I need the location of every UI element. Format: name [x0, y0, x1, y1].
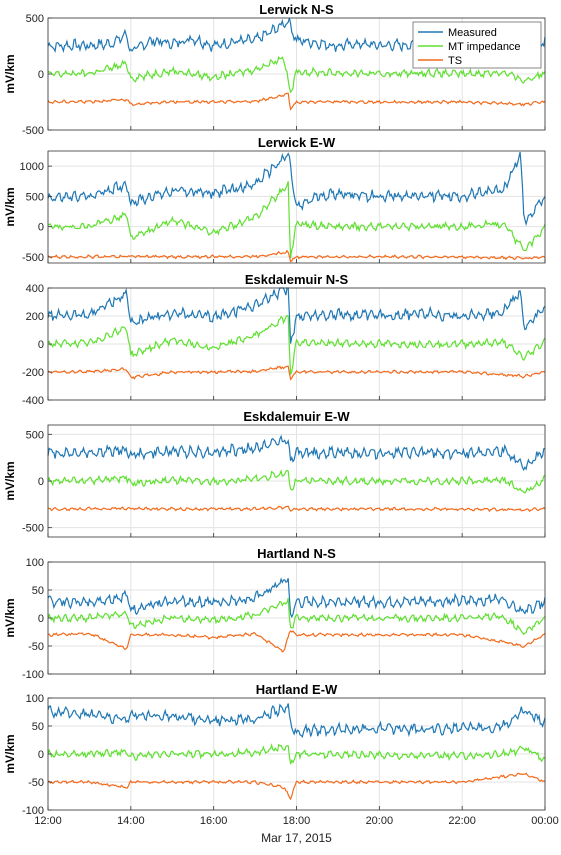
x-axis-label: Mar 17, 2015	[261, 831, 332, 845]
legend: Measured MT impedance TS	[412, 21, 542, 69]
series-line-ts	[47, 365, 546, 381]
y-tick-label: 50	[32, 721, 44, 733]
series-line-ts	[47, 772, 546, 801]
series-line-measured	[47, 703, 546, 739]
legend-entry: TS	[448, 55, 462, 67]
series-line-mt-impedance	[48, 181, 546, 258]
series-line-mt-impedance	[47, 56, 546, 94]
y-tick-label: 0	[38, 339, 44, 351]
series-line-measured	[47, 434, 546, 472]
series-line-mt-impedance	[47, 743, 546, 765]
y-tick-label: 1000	[20, 161, 44, 173]
legend-entry: MT impedance	[448, 41, 521, 53]
y-axis-label: mV/km	[3, 461, 17, 500]
series-line-ts	[47, 92, 546, 111]
y-tick-label: 0	[38, 476, 44, 488]
series-line-mt-impedance	[47, 469, 546, 494]
y-tick-label: 0	[38, 69, 44, 81]
y-axis-label: mV/km	[3, 598, 17, 637]
series-line-ts	[48, 630, 546, 653]
panel-title: Lerwick E-W	[258, 135, 336, 150]
x-tick-label: 20:00	[366, 815, 394, 827]
y-tick-label: 400	[26, 283, 44, 295]
y-tick-label: 100	[26, 693, 44, 705]
y-tick-label: -500	[22, 125, 44, 137]
y-tick-label: 500	[26, 13, 44, 25]
panel-title: Lerwick N-S	[259, 2, 334, 17]
series-line-measured	[47, 151, 546, 227]
series-line-ts	[47, 505, 546, 513]
y-tick-label: 500	[26, 429, 44, 441]
y-axis-label: mV/km	[3, 187, 17, 226]
panel-5: -100 -50 0 50 100 Hartland N-S mV/km	[3, 546, 546, 681]
series-line-ts	[47, 249, 546, 263]
series-line-measured	[47, 287, 546, 344]
y-tick-label: -500	[22, 523, 44, 535]
panel-4: -500 0 500 Eskdalemuir E-W mV/km	[3, 409, 546, 538]
panel-title: Eskdalemuir E-W	[243, 409, 350, 424]
x-tick-label: 16:00	[200, 815, 228, 827]
y-tick-label: -100	[22, 805, 44, 817]
y-tick-label: 0	[38, 613, 44, 625]
panel-2: -500 0 500 1000 Lerwick E-W mV/km	[3, 135, 546, 264]
y-tick-label: -500	[22, 252, 44, 264]
x-tick-label: 14:00	[117, 815, 145, 827]
panel-title: Eskdalemuir N-S	[245, 272, 349, 287]
y-axis-label: mV/km	[3, 54, 17, 93]
y-tick-label: -50	[28, 777, 44, 789]
y-tick-label: -50	[28, 641, 44, 653]
y-tick-label: 0	[38, 222, 44, 234]
x-tick-label: 22:00	[448, 815, 476, 827]
y-tick-label: 50	[32, 585, 44, 597]
x-tick-label: 00:00	[531, 815, 559, 827]
y-tick-label: -400	[22, 395, 44, 407]
y-tick-label: 200	[26, 311, 44, 323]
panel-1: -500 0 500 Lerwick N-S mV/km Measured MT imped…	[3, 2, 546, 137]
y-tick-label: -100	[22, 669, 44, 681]
panel-title: Hartland E-W	[256, 682, 338, 697]
x-tick-label: 12:00	[34, 815, 62, 827]
y-tick-label: 0	[38, 749, 44, 761]
panel-6: -100 -50 0 50 100 Hartland E-W mV/km 12:00 14:00…	[3, 682, 559, 845]
panel-3: -400 -200 0 200 400 Eskdalemuir N-S	[22, 272, 546, 407]
legend-entry: Measured	[448, 27, 497, 39]
x-tick-label: 18:00	[283, 815, 311, 827]
panel-title: Hartland N-S	[257, 546, 336, 561]
y-tick-label: -200	[22, 367, 44, 379]
series-line-measured	[47, 577, 546, 619]
y-tick-label: 100	[26, 557, 44, 569]
y-tick-label: 500	[26, 191, 44, 203]
y-axis-label: mV/km	[3, 734, 17, 773]
series-line-mt-impedance	[47, 597, 546, 636]
series-line-mt-impedance	[47, 314, 546, 375]
